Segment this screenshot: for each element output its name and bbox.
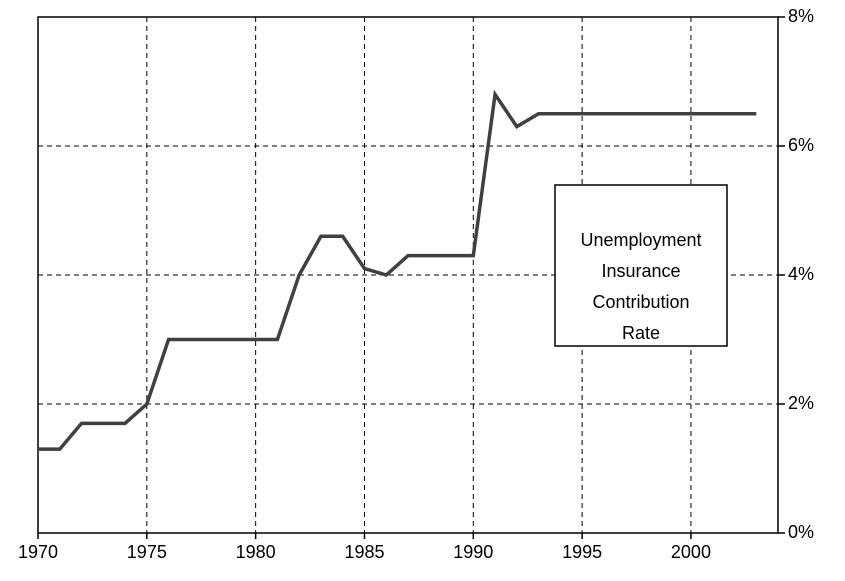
x-tick-label: 2000 xyxy=(671,542,711,562)
x-tick-label: 1970 xyxy=(18,542,58,562)
y-tick-label: 6% xyxy=(788,135,814,155)
x-tick-label: 1995 xyxy=(562,542,602,562)
annotation-text: Rate xyxy=(622,323,660,343)
y-tick-label: 0% xyxy=(788,522,814,542)
annotation-text: Unemployment xyxy=(580,230,701,250)
annotation-box xyxy=(554,184,728,347)
annotation: Unemployment Insurance Contribution Rate xyxy=(554,184,728,347)
y-tick-label: 8% xyxy=(788,6,814,26)
y-tick-label: 4% xyxy=(788,264,814,284)
x-tick-label: 1975 xyxy=(127,542,167,562)
annotation-text: Contribution xyxy=(592,292,689,312)
annotation-text: Insurance xyxy=(601,261,680,281)
x-tick-label: 1985 xyxy=(344,542,384,562)
y-tick-label: 2% xyxy=(788,393,814,413)
x-tick-label: 1980 xyxy=(236,542,276,562)
data-line xyxy=(38,89,757,451)
x-tick-label: 1990 xyxy=(453,542,493,562)
